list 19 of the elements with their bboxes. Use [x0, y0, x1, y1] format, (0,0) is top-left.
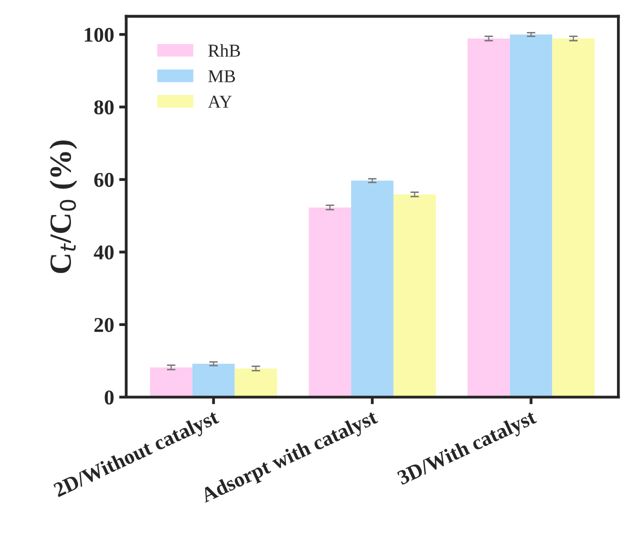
bar	[510, 34, 552, 398]
bar	[468, 38, 510, 398]
y-tick-label: 0	[104, 390, 114, 405]
bar	[393, 194, 436, 398]
y-tick-label: 40	[94, 245, 114, 260]
bar	[552, 38, 595, 398]
bar	[351, 180, 394, 398]
y-tick-label: 60	[94, 172, 114, 187]
y-axis-title: C$_{t}$/C$_{0}$ (%)	[49, 140, 78, 274]
y-tick-label: 80	[94, 100, 114, 114]
legend-label: RhB	[208, 44, 240, 57]
bar	[308, 207, 352, 398]
bar	[150, 367, 192, 398]
y-tick-label: 20	[94, 318, 114, 332]
y-tick-label: 100	[84, 28, 114, 42]
bar	[234, 368, 278, 398]
legend-label: AY	[208, 96, 232, 108]
bar	[192, 364, 235, 398]
legend-label: MB	[208, 70, 235, 82]
